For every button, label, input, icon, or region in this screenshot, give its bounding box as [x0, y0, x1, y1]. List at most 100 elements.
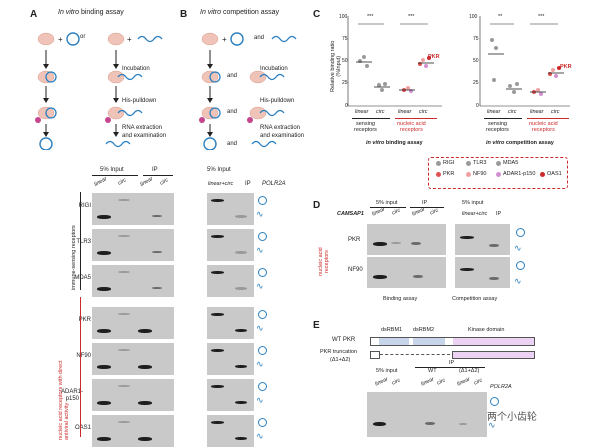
svg-text:0: 0 [476, 103, 479, 109]
panel-e-col-1: 5% input [376, 368, 398, 374]
svg-text:25: 25 [473, 80, 479, 86]
panel-b-step-4: and examination [260, 133, 305, 139]
blot-competition-5 [207, 379, 254, 411]
panel-d-row-1: PKR [348, 237, 361, 243]
blot-row-label: ADAR1- p150 [61, 389, 84, 402]
circ-rna-icon [490, 397, 499, 406]
panel-c-xtick-3: linear [398, 109, 412, 115]
blot-row-label: PKR [78, 317, 91, 323]
blot-competition-1 [207, 229, 254, 261]
panel-a-step-4: and examination [122, 133, 167, 139]
legend-item: MDA5 [496, 160, 518, 166]
blot-header-circ-1: circ [117, 177, 128, 187]
panel-d-col-ip: IP [422, 200, 428, 206]
legend-label: OAS1 [547, 171, 562, 177]
panel-d-sub-right: linear+circ [462, 211, 488, 217]
panel-a-title: In vitro binding assay [58, 9, 124, 16]
blot-header-input: 5% Input [100, 167, 124, 173]
linear-rna-icon: ∿ [256, 395, 264, 405]
legend-label: TLR3 [473, 160, 487, 166]
panel-e-gene: POLR2A [490, 384, 512, 390]
circ-rna-icon [516, 228, 525, 237]
panel-c-group-2: nucleic acid receptors [397, 121, 426, 134]
panel-e-trunc-stub [370, 351, 380, 359]
panel-b-and-4: and [227, 141, 238, 147]
panel-c-assay-left: in vitro binding assay [366, 140, 423, 146]
blot-competition-3 [207, 307, 254, 339]
blot-row-label: MDA5 [74, 275, 91, 281]
panel-d-label: D [313, 200, 321, 211]
circ-rna-icon [516, 261, 525, 270]
panel-d-side: nucleic acid receptors [318, 247, 331, 276]
panel-d-sub-4: circ [429, 207, 440, 217]
panel-c-pkr-label-1: PKR [428, 54, 440, 60]
legend-item: OAS1 [540, 171, 562, 177]
legend-dot [466, 171, 471, 177]
circ-rna-icon [258, 268, 267, 277]
panel-c-chart: 100 75 50 25 0 100 75 50 25 0 [339, 14, 570, 109]
panel-a-or: or [80, 34, 86, 40]
legend-dot [436, 171, 441, 177]
panel-c-xtick-5: linear [487, 109, 501, 115]
panel-e-trunc-deletion [380, 354, 450, 355]
linear-rna-icon: ∿ [256, 323, 264, 333]
panel-a-step-1: Incubation [122, 66, 150, 72]
legend-item: NF90 [466, 171, 486, 177]
panel-e-sub-2: circ [391, 377, 402, 387]
panel-c-sig-4: *** [538, 14, 545, 20]
svg-text:25: 25 [342, 80, 348, 86]
panel-b-and-2: and [227, 73, 238, 79]
blot-competition-2 [207, 265, 254, 297]
blot-competition-6 [207, 415, 254, 447]
blot-d-binding-pkr [367, 224, 446, 255]
linear-rna-icon: ∿ [514, 243, 522, 253]
legend-label: MDA5 [503, 160, 519, 166]
linear-rna-icon: ∿ [256, 209, 264, 219]
linear-rna-icon: ∿ [256, 359, 264, 369]
panel-c-group-3: sensing receptors [486, 121, 509, 134]
panel-b-and-1: and [254, 35, 265, 41]
panel-c-legend [428, 157, 568, 189]
circ-rna-icon [258, 382, 267, 391]
panel-e-wt-bar [370, 337, 535, 346]
panel-c-group-1: sensing receptors [354, 121, 377, 134]
panel-e-trunc: PKR truncation [320, 349, 357, 355]
svg-text:0: 0 [345, 103, 348, 109]
svg-text:75: 75 [473, 36, 479, 42]
panel-d-sub-3: linear [411, 206, 427, 218]
blot-row-label: RIGI [78, 203, 91, 209]
panel-e-trunc2: (Δ1+Δ2) [330, 357, 351, 363]
group-label-top: immune-sensing receptors [71, 225, 77, 290]
blot-binding-4 [92, 343, 174, 375]
panel-d-col-input-2: 5% input [462, 200, 484, 206]
legend-item: PKR [436, 171, 454, 177]
panel-d-col-input: 5% input [376, 200, 398, 206]
panel-d-row-2: NF90 [348, 267, 363, 273]
blot-binding-6 [92, 415, 174, 447]
panel-a-schematic: + + [35, 32, 163, 150]
panel-c-assay-right: in vitro competition assay [486, 140, 554, 146]
linear-rna-icon: ∿ [514, 276, 522, 286]
blot-header-gene: POLR2A [262, 181, 286, 187]
svg-text:100: 100 [469, 14, 478, 20]
legend-dot [436, 160, 441, 166]
group-label-bottom: nucleic acid receptors with direct antiv… [58, 360, 71, 440]
legend-label: RIGI [443, 160, 455, 166]
svg-text:+: + [127, 35, 132, 44]
panel-b-and-3: and [227, 109, 238, 115]
panel-b-step-2: His-pulldown [260, 98, 295, 104]
panel-e-sub-1: linear [374, 376, 390, 388]
svg-text:100: 100 [339, 14, 348, 20]
blot-row-label: NF90 [76, 353, 91, 359]
panel-d-bottom-2: Competition assay [452, 296, 498, 302]
panel-c-sig-2: *** [408, 14, 415, 20]
blot-binding-0 [92, 193, 174, 225]
panel-c-group-4: nucleic acid receptors [529, 121, 558, 134]
panel-e-sub-5: linear [456, 376, 472, 388]
blot-binding-2 [92, 265, 174, 297]
blot-d-competition-nf90 [455, 257, 510, 288]
blot-header-linear-2: linear [139, 176, 155, 188]
blot-header-linearcirc: linear+circ [208, 181, 234, 187]
panel-d-col-ip-2: IP [496, 211, 502, 217]
legend-item: RIGI [436, 160, 454, 166]
